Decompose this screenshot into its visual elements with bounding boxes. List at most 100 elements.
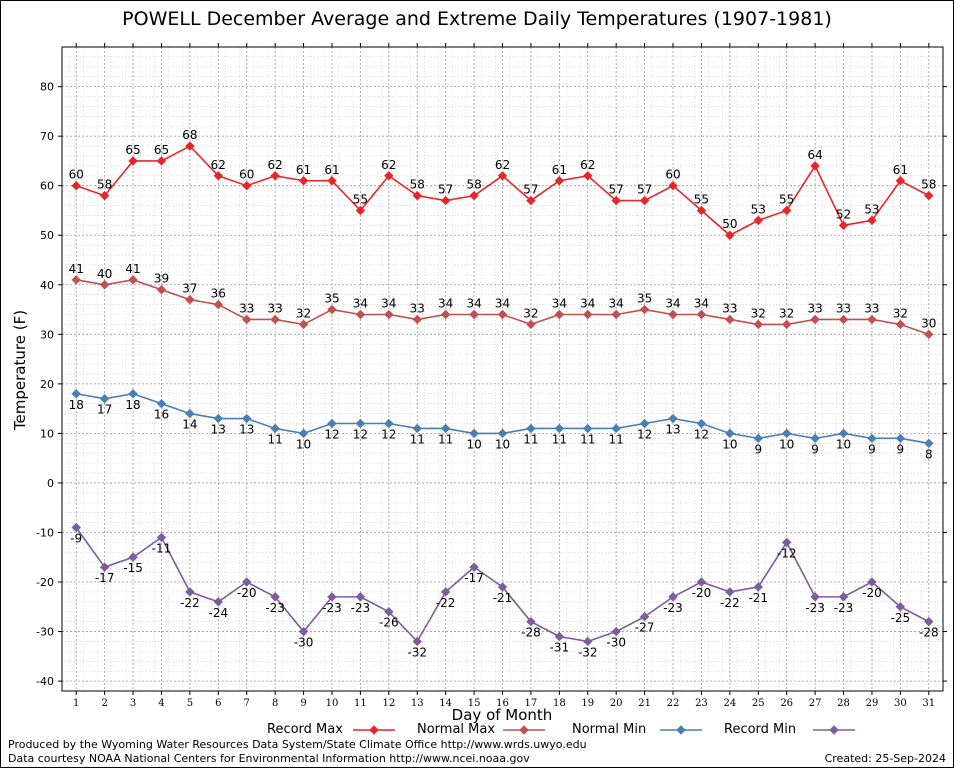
data-point [99,562,110,572]
data-point [668,413,678,424]
data-point [213,299,224,310]
data-point [696,418,707,429]
y-tick-label: 20 [40,378,54,391]
data-point [810,592,820,602]
data-label: -25 [891,611,911,625]
data-label: -30 [294,636,314,650]
legend-label-normal-max: Normal Max [417,722,496,737]
data-label: 12 [637,427,652,441]
data-point [128,552,138,562]
x-tick-label: 7 [244,698,250,709]
data-label: -22 [720,596,740,610]
data-label: 34 [438,297,453,311]
data-point [213,171,224,181]
data-point [554,631,565,642]
data-point [469,309,479,320]
data-point [99,394,110,404]
data-label: 58 [466,178,481,192]
data-label: 33 [268,301,283,315]
data-point [298,428,309,439]
y-tick-label: 0 [47,477,54,490]
legend-marker [829,725,839,735]
data-label: -23 [834,601,854,615]
x-tick-label: 3 [130,698,136,709]
legend-marker [369,725,379,735]
data-point [924,190,934,201]
data-label: 11 [552,432,567,446]
data-label: 35 [324,292,339,306]
data-label: 13 [665,423,680,437]
data-point [355,205,366,216]
data-point [611,195,621,206]
data-point [412,636,422,647]
data-point [327,304,337,315]
x-tick-label: 18 [553,698,566,709]
data-point [753,215,763,226]
data-point [298,176,309,186]
data-point [526,195,536,206]
data-label: 9 [811,442,819,456]
data-point [185,587,195,597]
data-point [867,577,877,587]
data-label: -17 [95,571,115,585]
data-label: 12 [694,427,709,441]
data-point [810,433,820,444]
data-point [497,428,508,439]
x-tick-label: 16 [496,698,509,709]
data-label: -12 [777,546,797,560]
data-label: 10 [495,437,510,451]
data-label: -32 [578,645,598,659]
x-tick-label: 10 [326,698,339,709]
data-label: 34 [694,297,709,311]
data-point [469,190,479,201]
data-point [128,275,138,285]
data-label: 61 [552,163,567,177]
data-label: 11 [268,432,283,446]
data-label: 58 [97,178,112,192]
data-label: 60 [239,168,254,182]
data-label: 40 [97,267,112,281]
data-point [810,161,820,171]
y-tick-label: 60 [40,180,54,193]
data-label: 33 [864,301,879,315]
data-point [440,309,451,320]
data-label: 60 [69,168,84,182]
data-point [71,389,81,399]
data-point [156,532,167,543]
legend-label-normal-min: Normal Min [572,722,647,737]
y-tick-label: 10 [40,427,54,440]
data-label: 57 [438,183,453,197]
data-point [554,309,565,320]
data-point [753,319,763,330]
data-point [725,314,735,325]
data-label: 33 [239,301,254,315]
legend-label-record-min: Record Min [724,722,797,737]
data-label: 34 [609,297,624,311]
data-label: 53 [751,202,766,216]
data-label: 61 [893,163,908,177]
data-label: -24 [209,606,229,620]
data-label: 12 [381,427,396,441]
data-label: 33 [836,301,851,315]
x-tick-label: 26 [780,698,793,709]
data-point [156,285,167,295]
credit-line-1: Produced by the Wyoming Water Resources … [8,738,587,751]
data-label: 62 [268,158,283,172]
data-label: -28 [919,626,939,640]
y-tick-label: 70 [40,130,54,143]
y-tick-label: -40 [36,675,54,688]
data-label: -32 [407,645,427,659]
data-label: 68 [182,128,197,142]
data-point [497,582,508,592]
data-point [355,309,366,320]
x-tick-label: 29 [866,698,879,709]
data-point [270,592,280,602]
data-label: 57 [523,183,538,197]
data-point [583,309,593,320]
data-label: 9 [897,442,905,456]
data-label: 41 [125,262,140,276]
data-label: 34 [665,297,680,311]
data-label: 34 [580,297,595,311]
data-point [71,522,81,533]
